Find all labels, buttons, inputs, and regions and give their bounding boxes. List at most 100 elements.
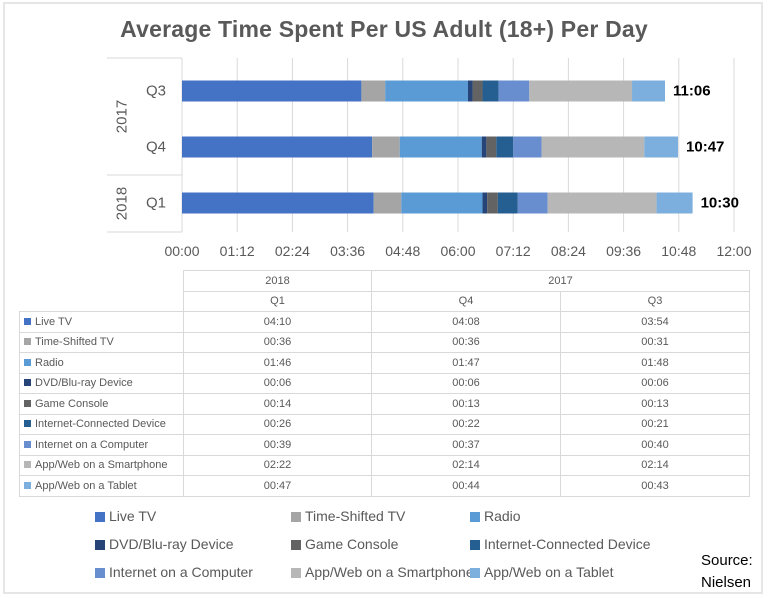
table-row-label: Internet on a Computer [19,434,184,456]
legend-key-swatch [24,481,31,489]
bar-segment-game-console [487,192,498,214]
legend-swatch [291,540,301,550]
legend-key-swatch [24,399,31,407]
chart-title: Average Time Spent Per US Adult (18+) Pe… [120,16,648,42]
table-row-label: DVD/Blu-ray Device [19,372,184,394]
table-year-header: 2018 [183,270,372,292]
table-cell: 00:13 [560,393,750,415]
table-cell: 00:21 [560,413,750,435]
table-cell: 03:54 [560,311,750,333]
table-cell: 00:06 [183,372,372,394]
bar-segment-dvd-blu-ray-device [481,136,487,158]
quarter-label: Q3 [146,83,166,100]
legend-item: Internet on a Computer [95,564,253,580]
table-row: DVD/Blu-ray Device 00:06 00:06 00:06 [19,372,750,394]
legend-label: App/Web on a Tablet [484,564,614,580]
x-tick-label: 06:00 [440,243,475,259]
table-row-label: Time-Shifted TV [19,331,184,353]
table-row: Live TV 04:10 04:08 03:54 [19,311,750,333]
source-note: Source: Nielsen [701,550,753,594]
legend-key-swatch [24,338,31,346]
table-cell: 02:14 [371,454,561,476]
legend-key-swatch [24,317,31,325]
table-cell: 04:08 [371,311,561,333]
row-label-text: Radio [35,356,64,369]
image-frame [3,2,763,594]
quarter-label: Q1 [146,195,166,212]
bar-segment-time-shifted-tv [361,80,386,102]
table-cell: 01:47 [371,352,561,374]
x-tick-label: 07:12 [496,243,531,259]
table-quarter-header: Q4 [371,290,561,312]
table-row: App/Web on a Smartphone 02:22 02:14 02:14 [19,454,750,476]
table-row-label: Live TV [19,311,184,333]
table-cell: 00:43 [560,475,750,497]
row-label-text: Live TV [35,315,73,328]
bar-segment-radio [385,80,468,102]
table-cell: 02:14 [560,454,750,476]
year-label: 2017 [114,100,131,133]
data-table: 2018 2017 Q1 Q4 Q3 Live TV 04:10 04:08 03:54 Time… [19,270,750,497]
legend-key-swatch [24,358,31,366]
legend-label: Internet on a Computer [109,564,253,580]
x-tick-label: 03:36 [330,243,365,259]
x-tick-label: 04:48 [385,243,420,259]
legend-key-swatch [24,440,31,448]
stacked-bar-chart: 00:00 01:12 02:24 03:36 04:48 06:00 07:12 08:24… [107,57,752,259]
legend-item: Live TV [95,508,156,524]
table-cell: 00:22 [371,413,561,435]
legend-swatch [95,512,105,522]
table-cell: 00:39 [183,434,372,456]
row-label-text: Time-Shifted TV [35,336,114,349]
legend-label: App/Web on a Smartphone [305,564,474,580]
row-label-text: Internet-Connected Device [35,418,166,431]
table-row-label: App/Web on a Smartphone [19,454,184,476]
legend-key-swatch [24,461,31,469]
table-cell: 00:47 [183,475,372,497]
legend-item: Radio [470,508,521,524]
table-corner [20,271,184,292]
table-row: Radio 01:46 01:47 01:48 [19,352,750,374]
table-quarter-header-row: Q1 Q4 Q3 [20,290,750,312]
legend-label: Internet-Connected Device [484,536,651,552]
table-cell: 00:37 [371,434,561,456]
x-tick-label: 01:12 [220,243,255,259]
legend-swatch [95,568,105,578]
table-cell: 02:22 [183,454,372,476]
table-cell: 00:31 [560,331,750,353]
legend-label: Radio [484,508,521,524]
bar-segment-time-shifted-tv [372,136,400,158]
table-row: Internet-Connected Device 00:26 00:22 00:21 [19,413,750,435]
bar-segment-game-console [472,80,483,102]
table-row: Internet on a Computer 00:39 00:37 00:40 [19,434,750,456]
table-cell: 00:36 [183,331,372,353]
legend-item: Time-Shifted TV [291,508,405,524]
legend-item: Internet-Connected Device [470,536,651,552]
x-tick-label: 00:00 [164,243,199,259]
bar-segment-app-web-on-a-smartphone [541,136,645,158]
row-label-text: Game Console [35,397,109,410]
bar-segment-app-web-on-a-tablet [656,192,693,214]
quarter-label: Q4 [146,139,166,156]
table-row-label: Radio [19,352,184,374]
row-label-text: Internet on a Computer [35,438,149,451]
legend-swatch [470,568,480,578]
table-row-label: App/Web on a Tablet [19,475,184,497]
bar-segment-internet-connected-device [482,80,499,102]
bar-segment-app-web-on-a-smartphone [529,80,633,102]
bar-segment-internet-connected-device [496,136,514,158]
legend-swatch [95,540,105,550]
bar-segment-live-tv [182,136,373,158]
legend-item: App/Web on a Tablet [470,564,613,580]
table-quarter-header: Q1 [183,290,372,312]
table-year-header-row: 2018 2017 [20,270,750,292]
legend-key-swatch [24,420,31,428]
row-label-text: App/Web on a Tablet [35,479,137,492]
row-label-text: App/Web on a Smartphone [35,459,168,472]
legend-label: DVD/Blu-ray Device [109,536,234,552]
legend-swatch [291,512,301,522]
bar-segment-internet-on-a-computer [517,192,548,214]
legend-key-swatch [24,379,31,387]
table-quarter-header: Q3 [560,290,750,312]
table-cell: 00:06 [560,372,750,394]
